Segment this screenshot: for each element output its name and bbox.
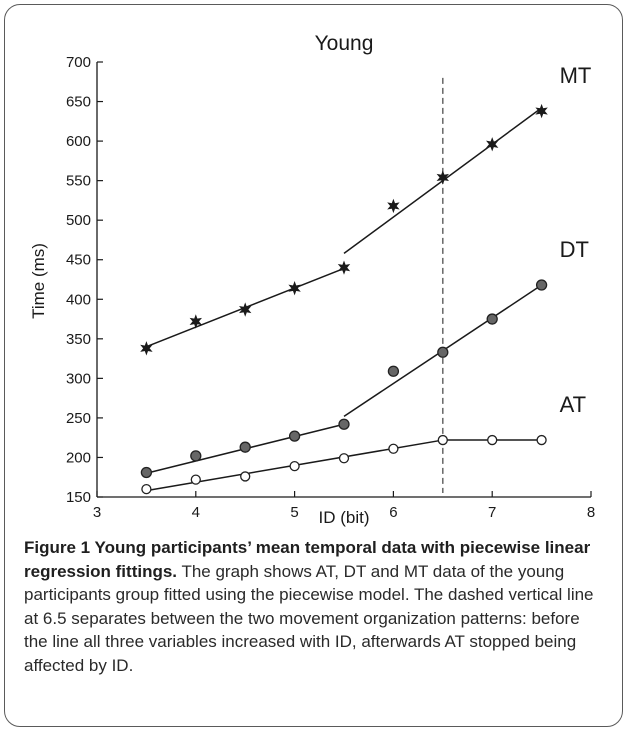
caption-title: Figure 1 Young participants’ mean tempor… [24, 538, 591, 581]
at-marker [437, 434, 448, 446]
at-marker [536, 434, 547, 446]
x-tick-label: 3 [93, 504, 101, 521]
x-tick-label: 5 [290, 504, 298, 521]
mt-marker [337, 260, 351, 275]
at-marker [487, 434, 498, 446]
y-tick-label: 250 [66, 410, 91, 427]
x-tick-label: 7 [488, 504, 496, 521]
y-tick-label: 650 [66, 94, 91, 111]
at-marker [338, 453, 350, 464]
x-tick-label: 6 [389, 504, 397, 521]
axes: 150 200 250 300 350 400 450 500 550 600 650 700 3 4 5 6… [66, 54, 595, 521]
caption-body: The graph shows AT, DT and MT data of th… [24, 561, 594, 675]
y-tick-label: 600 [66, 133, 91, 150]
markers-layer [140, 103, 548, 495]
dt-marker [535, 279, 548, 291]
dt-marker [338, 418, 350, 430]
mt-marker [436, 170, 450, 185]
mt-marker [238, 302, 252, 317]
dt-marker [140, 466, 153, 479]
at-marker [388, 443, 399, 454]
dt-series-label: DT [560, 237, 589, 262]
y-tick-label: 700 [66, 54, 91, 71]
fit-lines-layer [146, 107, 543, 492]
x-tick-label: 4 [192, 504, 200, 521]
dt-marker [239, 441, 251, 453]
y-tick-label: 450 [66, 252, 91, 269]
x-tick-label: 8 [587, 504, 595, 521]
dt-marker [437, 346, 449, 358]
mt-series-label: MT [560, 63, 592, 88]
y-tick-label: 150 [66, 489, 91, 506]
y-tick-label: 300 [66, 370, 91, 387]
figure-caption: Figure 1 Young participants’ mean tempor… [24, 536, 608, 677]
at-marker [240, 471, 251, 482]
mt-marker [189, 314, 203, 329]
dt-marker [486, 313, 498, 325]
at-marker [141, 483, 152, 495]
at-marker [289, 461, 300, 472]
mt-marker [485, 137, 499, 152]
y-tick-label: 400 [66, 291, 91, 308]
mt-marker [535, 103, 548, 119]
x-axis-label: ID (bit) [319, 508, 370, 527]
y-tick-label: 200 [66, 449, 91, 466]
line-chart: Young Time (ms) ID (bit) 150200250300350… [29, 32, 595, 527]
series-labels-layer: MT DT AT [560, 63, 592, 417]
mt-marker [140, 341, 153, 356]
dt-marker [288, 430, 301, 442]
at-marker [190, 474, 201, 485]
chart-title: Young [315, 32, 374, 55]
dt-marker [190, 450, 202, 462]
y-tick-label: 500 [66, 212, 91, 229]
at-series-label: AT [560, 392, 586, 417]
y-tick-label: 550 [66, 173, 91, 190]
y-axis-label: Time (ms) [29, 243, 48, 319]
dt-marker [387, 365, 400, 377]
mt-marker [288, 281, 301, 296]
y-tick-label: 350 [66, 331, 91, 348]
mt-marker [387, 198, 400, 214]
